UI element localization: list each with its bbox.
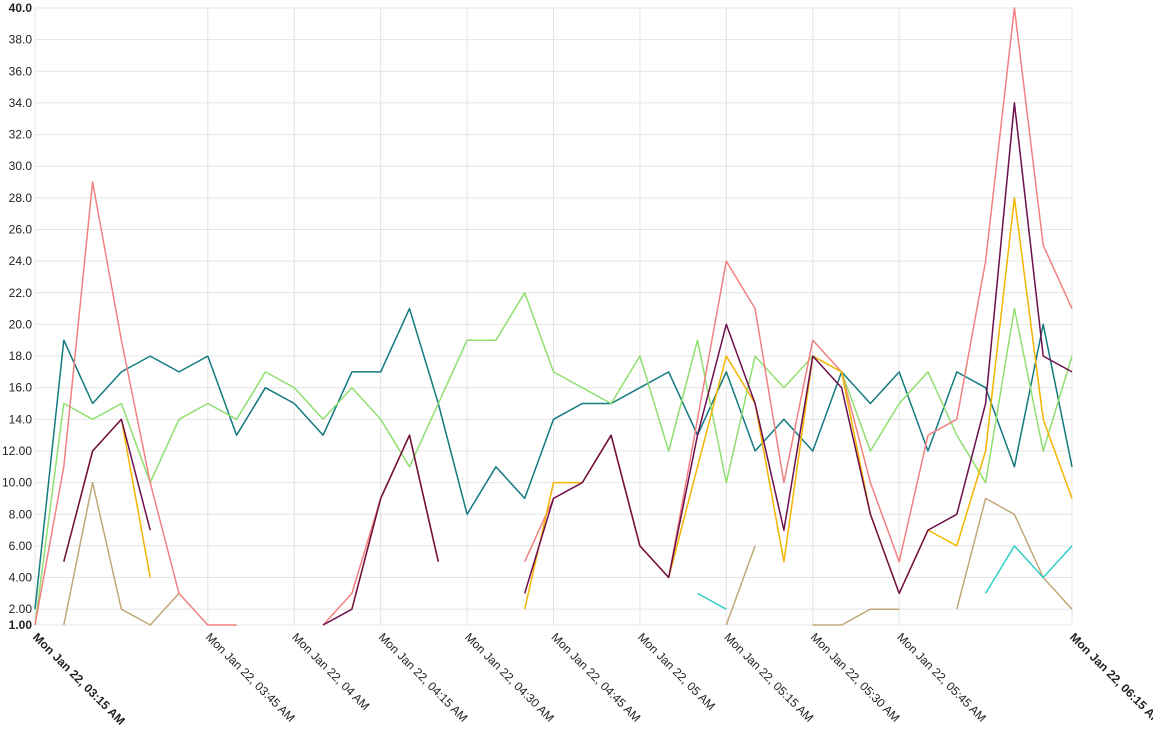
y-tick-label: 32.0	[9, 128, 33, 142]
x-tick-label: Mon Jan 22, 03:45 AM	[203, 630, 298, 725]
series-line	[34, 292, 1073, 626]
x-tick-label: Mon Jan 22, 06:15 AM	[1067, 630, 1153, 728]
grid	[34, 7, 1073, 626]
y-tick-label: 2.00	[9, 602, 33, 616]
y-tick-label: 6.00	[9, 539, 33, 553]
y-tick-label: 18.0	[9, 349, 33, 363]
y-tick-label: 34.0	[9, 96, 33, 110]
x-tick-label: Mon Jan 22, 03:15 AM	[30, 630, 128, 728]
series-line	[697, 545, 1073, 610]
y-tick-label: 8.00	[9, 507, 33, 521]
y-tick-label: 12.00	[2, 444, 32, 458]
x-tick-label: Mon Jan 22, 05:15 AM	[721, 630, 816, 725]
series-line	[63, 481, 1073, 626]
x-tick-label: Mon Jan 22, 04:15 AM	[376, 630, 471, 725]
y-tick-label: 16.0	[9, 381, 33, 395]
series-line	[34, 307, 1073, 610]
series-line	[63, 102, 1073, 626]
y-tick-label: 36.0	[9, 64, 33, 78]
y-tick-label: 10.00	[2, 476, 32, 490]
y-tick-label: 30.0	[9, 159, 33, 173]
x-tick-label: Mon Jan 22, 05 AM	[635, 630, 718, 713]
x-tick-label: Mon Jan 22, 04 AM	[289, 630, 372, 713]
x-tick-label: Mon Jan 22, 05:45 AM	[894, 630, 989, 725]
y-tick-label: 38.0	[9, 33, 33, 47]
y-tick-label: 22.0	[9, 286, 33, 300]
y-tick-label: 20.0	[9, 317, 33, 331]
y-tick-label: 24.0	[9, 254, 33, 268]
x-tick-label: Mon Jan 22, 05:30 AM	[808, 630, 903, 725]
y-tick-label: 1.00	[9, 618, 33, 632]
y-tick-label: 40.0	[9, 1, 33, 15]
y-tick-label: 4.00	[9, 571, 33, 585]
y-tick-label: 14.0	[9, 412, 33, 426]
y-tick-label: 28.0	[9, 191, 33, 205]
x-tick-label: Mon Jan 22, 04:30 AM	[462, 630, 557, 725]
y-tick-label: 26.0	[9, 222, 33, 236]
x-tick-label: Mon Jan 22, 04:45 AM	[549, 630, 644, 725]
